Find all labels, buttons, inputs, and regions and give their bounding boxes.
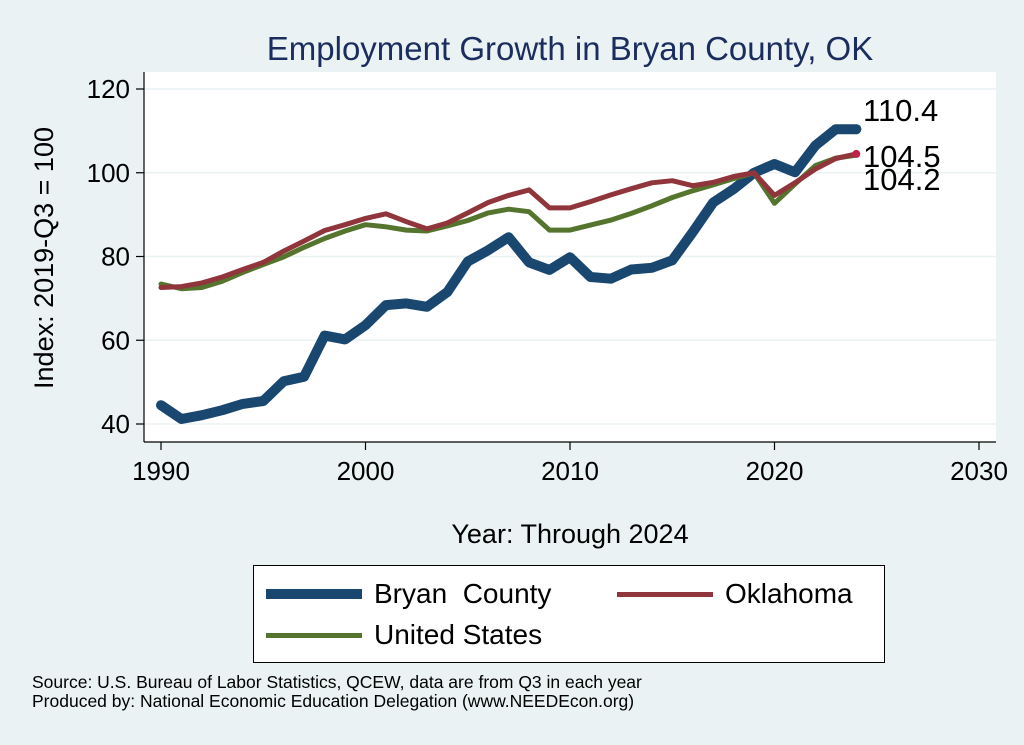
series-line-oklahoma [158,151,859,290]
source-note: Source: U.S. Bureau of Labor Statistics,… [32,672,642,692]
y-tick-label-80: 80 [101,242,130,272]
end-point-bryan-county [851,124,862,135]
y-tick-label-60: 60 [101,325,130,355]
legend-item-bryan-county: Bryan County [266,578,551,610]
axes: 40 60 80 100 120 1990 2000 2010 2020 2030 [87,72,1008,486]
y-tick-label-40: 40 [101,409,130,439]
source-notes: Source: U.S. Bureau of Labor Statistics,… [32,673,642,711]
producer-note: Produced by: National Economic Education… [32,691,635,711]
end-label-oklahoma: 104.5 [863,139,941,174]
y-tick-label-120: 120 [87,74,130,104]
legend-label-united-states: United States [374,619,543,650]
legend-swatch-bryan-county [266,589,362,599]
legend-item-united-states: United States [266,619,542,651]
legend-label-oklahoma: Oklahoma [725,578,853,609]
x-tick-label-2000: 2000 [337,456,395,486]
legend-item-oklahoma: Oklahoma [617,578,853,610]
series-lines [156,124,862,424]
x-axis-label: Year: Through 2024 [451,519,688,549]
y-axis-label: Index: 2019-Q3 = 100 [29,127,59,389]
end-label-united-states: 104.2 [863,162,941,197]
series-line-bryan-county [156,124,862,424]
x-tick-label-2020: 2020 [746,456,804,486]
x-tick-label-2010: 2010 [541,456,599,486]
legend-swatch-united-states [266,632,362,638]
legend: Bryan County Oklahoma United States [253,565,885,663]
x-tick-label-1990: 1990 [132,456,190,486]
y-tick-label-100: 100 [87,158,130,188]
x-tick-label-2030: 2030 [950,456,1008,486]
chart-title: Employment Growth in Bryan County, OK [267,30,873,67]
end-point-oklahoma [852,149,861,158]
end-label-bryan-county: 110.4 [863,93,938,128]
legend-label-bryan-county: Bryan County [374,578,552,609]
legend-swatch-oklahoma [617,591,713,597]
